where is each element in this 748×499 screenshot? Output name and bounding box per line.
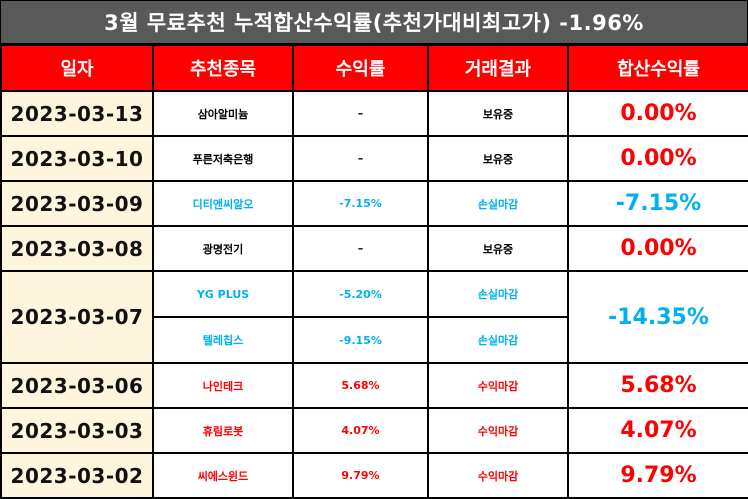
row-return: 5.68% bbox=[292, 362, 429, 409]
row-date: 2023-03-08 bbox=[0, 225, 154, 272]
row-cumulative-return: 0.00% bbox=[567, 225, 748, 272]
page-title: 3월 무료추천 누적합산수익률(추천가대비최고가) -1.96% bbox=[0, 0, 748, 44]
row-date: 2023-03-07 bbox=[0, 270, 154, 364]
row-cumulative-return: -7.15% bbox=[567, 180, 748, 227]
table-header-row: 일자 추천종목 수익률 거래결과 합산수익률 bbox=[0, 44, 748, 92]
header-date: 일자 bbox=[0, 44, 154, 92]
header-cumulative-return: 합산수익률 bbox=[567, 44, 748, 92]
row-return: -5.20% bbox=[292, 270, 429, 318]
row-stock: 나인테크 bbox=[152, 362, 294, 409]
table-row: 2023-03-02 씨에스윈드 9.79% 수익마감 9.79% bbox=[0, 452, 748, 499]
table-row: 2023-03-08 광명전기 – 보유중 0.00% bbox=[0, 225, 748, 272]
row-return: 9.79% bbox=[292, 452, 429, 499]
row-cumulative-return: 0.00% bbox=[567, 90, 748, 137]
row-result: 수익마감 bbox=[427, 407, 569, 454]
row-result: 수익마감 bbox=[427, 452, 569, 499]
recommendation-table: 일자 추천종목 수익률 거래결과 합산수익률 2023-03-13 삼아알미늄 … bbox=[0, 44, 748, 499]
row-stock: YG PLUS bbox=[152, 270, 294, 318]
header-return: 수익률 bbox=[292, 44, 429, 92]
row-cumulative-return: 4.07% bbox=[567, 407, 748, 454]
row-cumulative-return: 0.00% bbox=[567, 135, 748, 182]
table-row: 2023-03-10 푸른저축은행 – 보유중 0.00% bbox=[0, 135, 748, 182]
table-row: 2023-03-06 나인테크 5.68% 수익마감 5.68% bbox=[0, 362, 748, 409]
row-return: 4.07% bbox=[292, 407, 429, 454]
row-result: 보유중 bbox=[427, 90, 569, 137]
row-stock: 씨에스윈드 bbox=[152, 452, 294, 499]
row-date: 2023-03-03 bbox=[0, 407, 154, 454]
table-row: 텔레칩스 -9.15% 손실마감 bbox=[1, 316, 748, 364]
row-result: 보유중 bbox=[427, 225, 569, 272]
row-stock: 광명전기 bbox=[152, 225, 294, 272]
table-row: 2023-03-09 디티앤씨알오 -7.15% 손실마감 -7.15% bbox=[0, 180, 748, 227]
row-return: – bbox=[292, 135, 429, 182]
row-result: 수익마감 bbox=[427, 362, 569, 409]
row-stock: 푸른저축은행 bbox=[152, 135, 294, 182]
row-return: -9.15% bbox=[292, 316, 429, 364]
row-result: 손실마감 bbox=[427, 180, 569, 227]
row-date: 2023-03-06 bbox=[0, 362, 154, 409]
row-result: 손실마감 bbox=[427, 270, 569, 318]
table-row: 2023-03-07 YG PLUS -5.20% 손실마감 -14.35% bbox=[0, 270, 748, 364]
row-date: 2023-03-02 bbox=[0, 452, 154, 499]
row-stock: 디티앤씨알오 bbox=[152, 180, 294, 227]
row-cumulative-return: 9.79% bbox=[567, 452, 748, 499]
row-cumulative-return: 5.68% bbox=[567, 362, 748, 409]
row-date: 2023-03-13 bbox=[0, 90, 154, 137]
row-return: -7.15% bbox=[292, 180, 429, 227]
row-cumulative-return: -14.35% bbox=[567, 270, 748, 364]
row-result: 손실마감 bbox=[427, 316, 569, 364]
row-return: – bbox=[292, 225, 429, 272]
row-stock: 삼아알미늄 bbox=[152, 90, 294, 137]
header-result: 거래결과 bbox=[427, 44, 569, 92]
row-result: 보유중 bbox=[427, 135, 569, 182]
row-stock: 휴림로봇 bbox=[152, 407, 294, 454]
row-date: 2023-03-10 bbox=[0, 135, 154, 182]
table-row: 2023-03-13 삼아알미늄 – 보유중 0.00% bbox=[0, 90, 748, 137]
table-row: 2023-03-03 휴림로봇 4.07% 수익마감 4.07% bbox=[0, 407, 748, 454]
row-stock: 텔레칩스 bbox=[152, 316, 294, 364]
row-date: 2023-03-09 bbox=[0, 180, 154, 227]
row-return: – bbox=[292, 90, 429, 137]
header-stock: 추천종목 bbox=[152, 44, 294, 92]
